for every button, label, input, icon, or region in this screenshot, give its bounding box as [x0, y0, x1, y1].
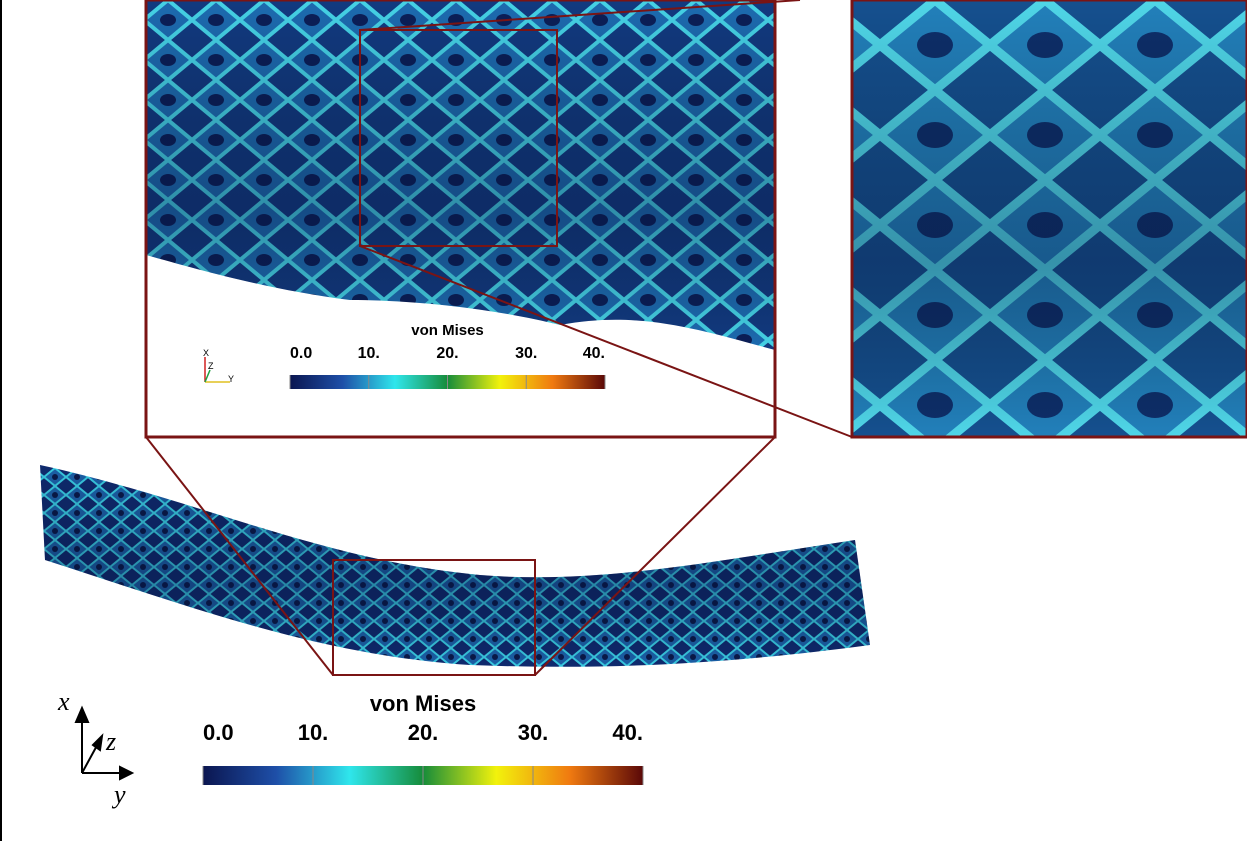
- axis-label: x: [57, 687, 70, 716]
- inset-zoom-box: [359, 29, 558, 247]
- colorbar-tick-label: 20.: [408, 720, 439, 745]
- axis-label: y: [111, 780, 126, 809]
- axis-label: Y: [228, 374, 234, 384]
- zoom-frame: [850, 0, 1247, 439]
- connector: [359, 245, 853, 438]
- colorbar-tick-label: 40.: [583, 345, 605, 362]
- axis-label: Z: [208, 361, 214, 371]
- connector: [534, 436, 776, 676]
- colorbar-tick-label: 40.: [612, 720, 643, 745]
- colorbar-tick-label: 10.: [358, 345, 380, 362]
- axes-triad: [74, 705, 135, 781]
- inset-axes-triad: [204, 357, 230, 383]
- colorbar-tick-label: 0.0: [203, 720, 234, 745]
- connector: [145, 436, 334, 676]
- zoom-shading: [852, 0, 1247, 437]
- axis-label: X: [203, 348, 209, 358]
- colorbar-title: von Mises: [370, 691, 476, 716]
- colorbar-tick-label: 20.: [436, 345, 458, 362]
- inset-shading: [146, 0, 775, 350]
- colorbar-title: von Mises: [411, 322, 484, 339]
- main-zoom-box: [332, 559, 536, 676]
- colorbar-tick-label: 0.0: [290, 345, 312, 362]
- inset-frame: [144, 0, 777, 439]
- colorbar-tick-label: 30.: [518, 720, 549, 745]
- colorbar-tick-label: 10.: [298, 720, 329, 745]
- main-shading: [40, 465, 870, 667]
- connector: [359, 0, 801, 31]
- colorbar-tick-label: 30.: [515, 345, 537, 362]
- axis-label: z: [105, 727, 116, 756]
